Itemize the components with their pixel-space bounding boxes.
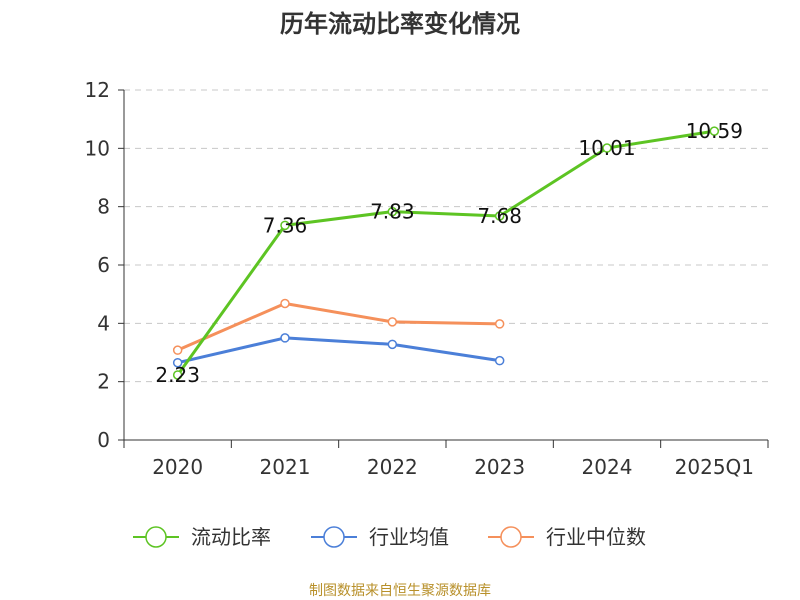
x-tick-label: 2021 bbox=[260, 455, 311, 479]
data-label: 7.36 bbox=[263, 213, 308, 237]
x-tick-label: 2020 bbox=[152, 455, 203, 479]
x-tick-label: 2024 bbox=[582, 455, 633, 479]
x-tick-label: 2023 bbox=[474, 455, 525, 479]
data-point bbox=[280, 298, 290, 309]
legend-marker bbox=[500, 526, 522, 548]
y-tick-label: 10 bbox=[85, 136, 110, 160]
legend-label: 行业中位数 bbox=[546, 525, 646, 549]
y-tick-label: 4 bbox=[97, 311, 110, 335]
legend-item[interactable]: 行业中位数 bbox=[488, 525, 646, 549]
legend-marker bbox=[323, 526, 345, 548]
x-tick-label: 2025Q1 bbox=[675, 455, 754, 479]
data-point bbox=[494, 211, 505, 221]
data-point bbox=[387, 317, 398, 327]
data-point bbox=[387, 206, 398, 217]
legend-label: 行业均值 bbox=[369, 525, 449, 549]
legend-marker bbox=[145, 526, 167, 548]
chart-title: 历年流动比率变化情况 bbox=[280, 10, 520, 38]
legend[interactable]: 流动比率 行业均值 行业中位数 bbox=[133, 525, 646, 549]
y-tick-label: 6 bbox=[97, 253, 110, 277]
data-label: 10.01 bbox=[578, 136, 635, 160]
data-label: 2.23 bbox=[155, 363, 200, 387]
legend-item[interactable]: 行业均值 bbox=[311, 525, 449, 549]
data-point bbox=[709, 126, 720, 136]
data-point bbox=[172, 345, 183, 355]
axes: 0 2 4 6 8 10 12 2020 2021 2022 2023 2024 2025Q1 bbox=[85, 78, 769, 479]
series-line bbox=[176, 129, 716, 377]
x-tick-label: 2022 bbox=[367, 455, 418, 479]
data-label: 7.68 bbox=[477, 204, 522, 228]
data-point bbox=[494, 319, 505, 329]
data-point bbox=[172, 370, 183, 380]
source-note: 制图数据来自恒生聚源数据库 bbox=[309, 583, 491, 599]
data-point bbox=[280, 333, 290, 343]
data-label: 10.59 bbox=[686, 119, 743, 143]
y-tick-label: 2 bbox=[97, 370, 110, 394]
data-point bbox=[172, 357, 183, 368]
data-labels: 2.23 7.36 7.83 7.68 10.01 10.59 bbox=[155, 119, 743, 387]
legend-label: 流动比率 bbox=[191, 525, 271, 549]
series-line bbox=[176, 336, 502, 365]
data-point bbox=[494, 355, 505, 366]
series-line bbox=[176, 302, 502, 352]
series-group bbox=[172, 126, 720, 380]
y-tick-label: 8 bbox=[97, 195, 110, 219]
data-point bbox=[387, 339, 398, 350]
data-label: 7.83 bbox=[370, 200, 415, 224]
data-point bbox=[602, 143, 612, 153]
gridlines bbox=[124, 89, 768, 383]
legend-item[interactable]: 流动比率 bbox=[133, 525, 271, 549]
y-tick-label: 12 bbox=[85, 78, 110, 102]
data-point bbox=[280, 220, 290, 231]
y-tick-label: 0 bbox=[97, 428, 110, 452]
